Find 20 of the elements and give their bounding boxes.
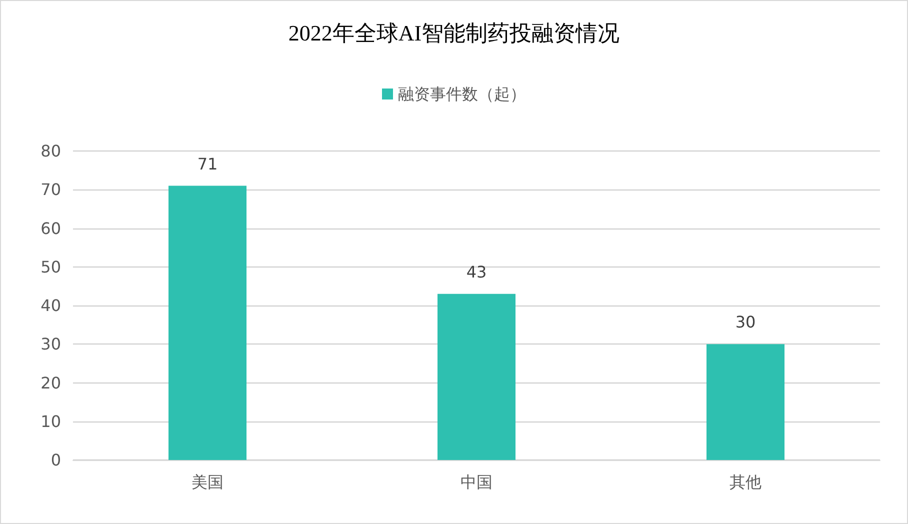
y-tick-label: 80 bbox=[40, 142, 61, 160]
data-label: 30 bbox=[735, 312, 756, 332]
bar bbox=[437, 294, 516, 460]
y-tick-label: 10 bbox=[40, 412, 61, 431]
x-tick-label: 其他 bbox=[730, 472, 762, 492]
x-tick-label: 中国 bbox=[460, 472, 492, 492]
y-tick-label: 0 bbox=[50, 450, 61, 470]
y-tick-label: 60 bbox=[40, 218, 61, 238]
y-tick-label: 30 bbox=[40, 334, 61, 354]
bar bbox=[168, 186, 247, 460]
data-label: 43 bbox=[466, 262, 487, 282]
chart-title: 2022年全球AI智能制药投融资情况 bbox=[288, 20, 620, 46]
y-tick-label: 70 bbox=[40, 180, 61, 200]
bar bbox=[706, 344, 785, 460]
y-tick-label: 40 bbox=[40, 296, 61, 315]
x-tick-label: 美国 bbox=[192, 472, 224, 492]
data-label: 71 bbox=[197, 154, 218, 174]
y-tick-label: 50 bbox=[40, 257, 61, 276]
y-tick-label: 20 bbox=[40, 373, 61, 392]
legend-label: 融资事件数（起） bbox=[398, 84, 526, 104]
